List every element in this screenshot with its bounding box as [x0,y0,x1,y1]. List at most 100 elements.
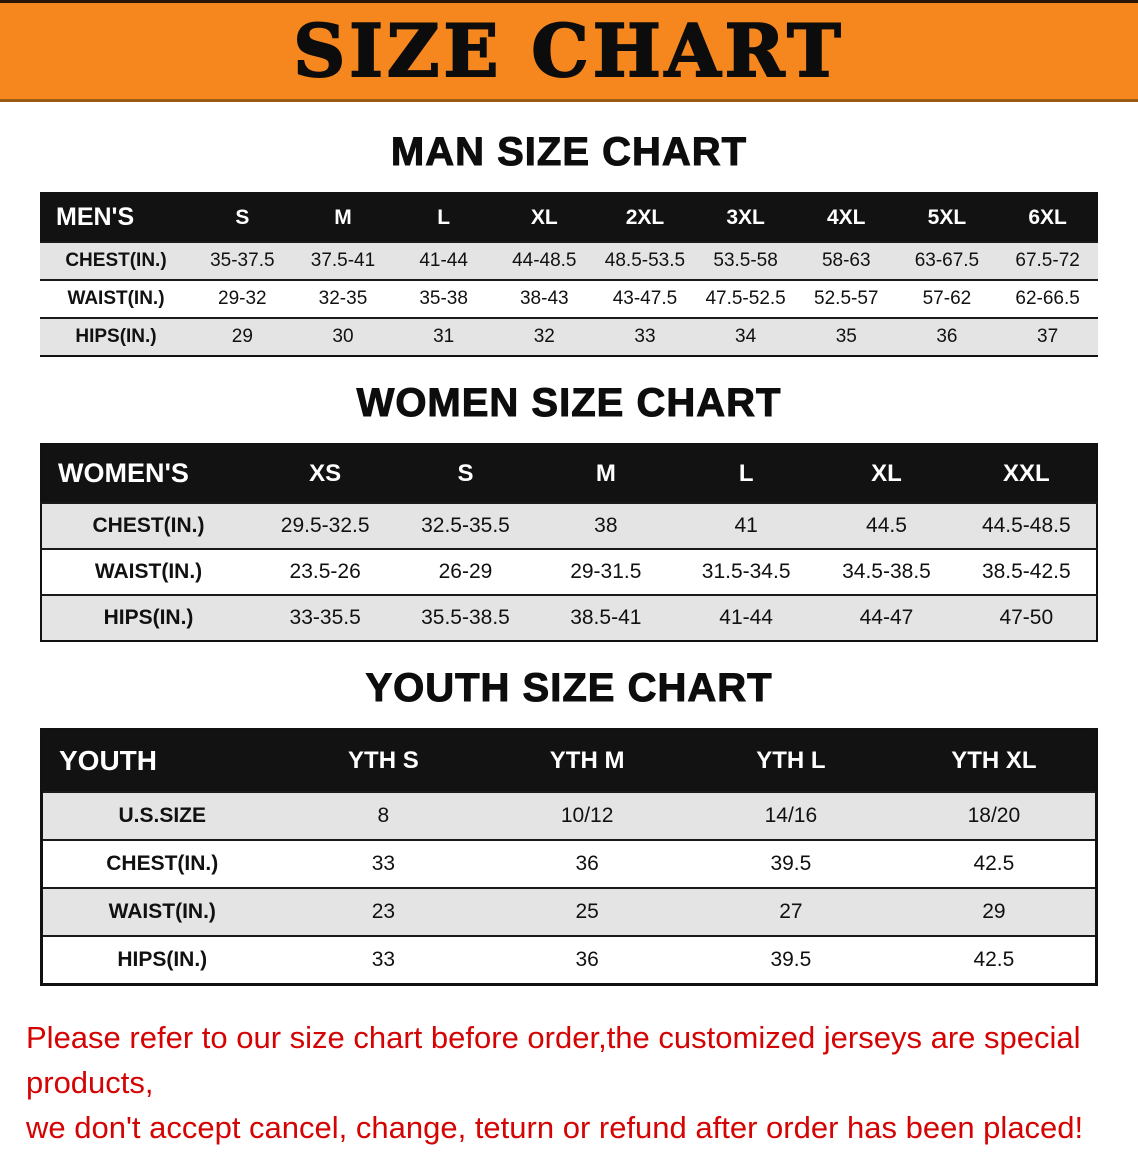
size-value: 47-50 [999,606,1054,629]
size-value: 33 [634,326,656,347]
size-value: 44.5 [866,514,907,537]
size-column-header: 5XL [896,193,998,242]
size-value: 18/20 [967,804,1021,827]
table-row: WAIST(IN.) 23.5-26 26-29 29-31.5 31.5-34.5 34… [41,549,1097,595]
row-label: HIPS(IN.) [103,606,194,629]
size-value: 35.5-38.5 [421,606,510,629]
size-value: 67.5-72 [1015,250,1080,271]
size-value: 27 [779,900,803,923]
row-label: CHEST(IN.) [92,514,205,537]
size-value: 31 [433,326,455,347]
size-value: 41-44 [719,606,773,629]
size-value: 38-43 [519,288,569,309]
size-value: 36 [575,852,599,875]
size-value: 29 [231,326,253,347]
row-label: U.S.SIZE [118,804,207,827]
size-value: 47.5-52.5 [705,288,786,309]
size-value: 39.5 [770,852,812,875]
size-value: 44-47 [859,606,914,629]
size-value: 29 [982,900,1006,923]
row-label: HIPS(IN.) [75,326,157,347]
size-value: 33 [371,948,396,971]
size-value: 44.5-48.5 [981,514,1071,537]
size-column-header: M [292,193,394,242]
size-value: 52.5-57 [814,288,879,309]
size-value: 41 [734,514,758,537]
size-value: 38.5-42.5 [981,560,1071,583]
size-column-header: 3XL [695,193,796,242]
size-value: 39.5 [770,948,812,971]
size-chart-banner: SIZE CHART [0,0,1138,102]
table-corner-label: WOMEN'S [41,444,255,503]
size-column-header: S [192,193,293,242]
banner-title: SIZE CHART [292,8,845,93]
size-value: 31.5-34.5 [701,560,791,583]
size-value: 23 [371,900,396,923]
size-column-header: 2XL [594,193,696,242]
size-column-header: XXL [956,444,1097,503]
table-header-row: WOMEN'S XS S M L XL XXL [41,444,1097,503]
disclaimer-line-2: we don't accept cancel, change, teturn o… [26,1109,1084,1145]
size-value: 25 [575,900,599,923]
table-row: HIPS(IN.) 29 30 31 32 33 34 35 36 37 [40,318,1098,356]
size-column-header: XL [816,444,957,503]
size-value: 42.5 [973,948,1015,971]
size-value: 35-37.5 [210,250,275,271]
disclaimer-text: Please refer to our size chart before or… [0,1016,1138,1151]
size-value: 62-66.5 [1015,288,1080,309]
size-column-header: XS [255,444,396,503]
size-value: 36 [575,948,599,971]
size-value: 43-47.5 [612,288,678,309]
size-value: 48.5-53.5 [604,250,686,271]
table-header-row: MEN'S S M L XL 2XL 3XL 4XL 5XL 6XL [40,193,1098,242]
size-column-header: YTH S [281,729,486,792]
table-row: CHEST(IN.) 35-37.5 37.5-41 41-44 44-48.5 48.5… [40,242,1098,280]
women-section-heading: WOMEN SIZE CHART [356,381,782,425]
size-value: 57-62 [922,288,972,309]
size-value: 34 [735,326,757,347]
size-value: 10/12 [560,804,614,827]
row-label: WAIST(IN.) [94,560,203,583]
size-value: 8 [377,804,390,827]
row-label: WAIST(IN.) [67,288,165,309]
size-value: 29-32 [218,288,267,309]
size-value: 38.5-41 [570,606,642,629]
women-size-section: WOMEN SIZE CHART WOMEN'S XS S M L XL XXL CHEST(… [0,383,1138,642]
size-value: 53.5-58 [713,250,778,271]
table-row: WAIST(IN.) 23 25 27 29 [41,888,1097,936]
table-row: HIPS(IN.) 33-35.5 35.5-38.5 38.5-41 41-44 44-… [41,595,1097,641]
table-corner-label: YOUTH [41,729,282,792]
table-row: CHEST(IN.) 29.5-32.5 32.5-35.5 38 41 44.5 44.5… [41,503,1097,549]
youth-size-table: YOUTH YTH S YTH M YTH L YTH XL U.S.SIZE 8 10/12… [40,728,1098,986]
size-value: 29.5-32.5 [280,514,370,537]
table-row: CHEST(IN.) 33 36 39.5 42.5 [41,840,1097,888]
table-corner-label: MEN'S [40,193,192,242]
size-value: 33-35.5 [289,606,361,629]
size-value: 36 [936,326,958,347]
table-row: U.S.SIZE 8 10/12 14/16 18/20 [41,792,1097,840]
size-column-header: L [393,193,494,242]
table-row: HIPS(IN.) 33 36 39.5 42.5 [41,936,1097,985]
row-label: HIPS(IN.) [117,948,208,971]
size-value: 34.5-38.5 [842,560,931,583]
size-value: 38 [594,514,618,537]
size-value: 14/16 [764,804,818,827]
row-label: CHEST(IN.) [65,250,167,271]
disclaimer-line-1: Please refer to our size chart before or… [26,1020,1081,1100]
row-label: CHEST(IN.) [106,852,219,875]
size-column-header: XL [493,193,595,242]
size-value: 30 [332,326,354,347]
size-column-header: YTH L [689,729,893,792]
size-column-header: S [395,444,536,503]
size-value: 63-67.5 [914,250,980,271]
size-value: 26-29 [438,560,493,583]
size-value: 33 [371,852,396,875]
size-column-header: YTH XL [892,729,1097,792]
size-column-header: 4XL [795,193,897,242]
size-value: 32-35 [318,288,368,309]
table-header-row: YOUTH YTH S YTH M YTH L YTH XL [41,729,1097,792]
size-column-header: YTH M [485,729,689,792]
size-value: 37.5-41 [310,250,376,271]
size-value: 37 [1037,326,1059,347]
